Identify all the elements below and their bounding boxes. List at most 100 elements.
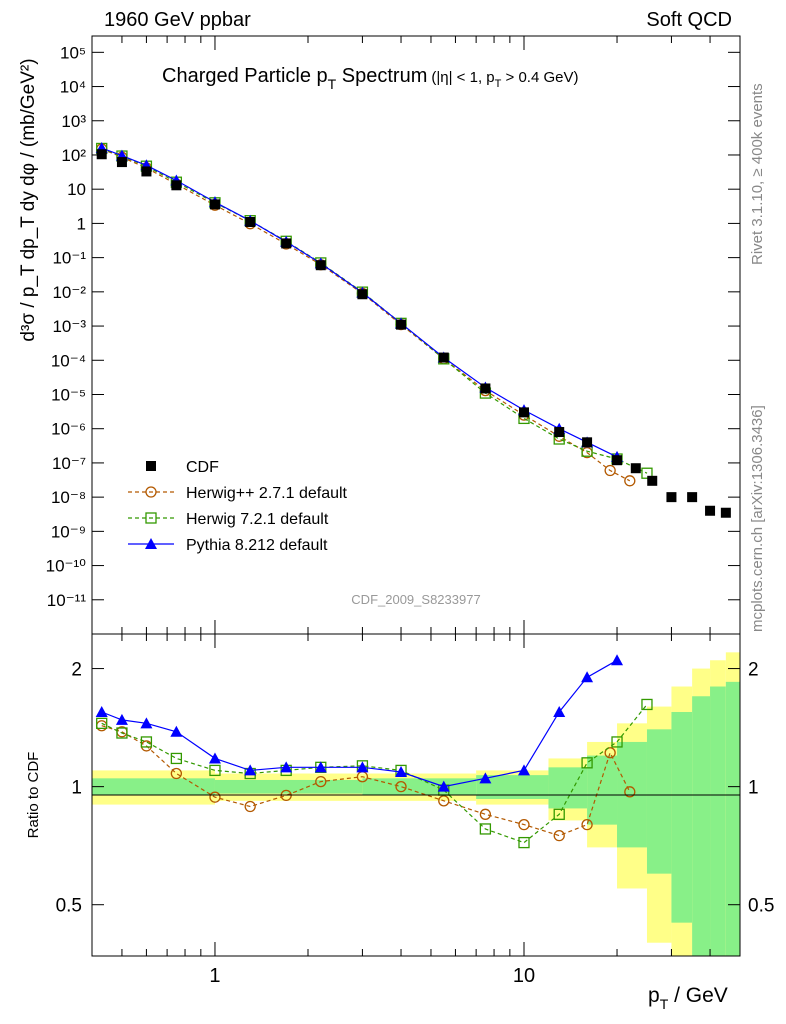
- band-inner: [548, 767, 588, 809]
- cdf-point: [480, 383, 491, 394]
- y-tick-label: 1: [77, 214, 86, 233]
- cdf-point: [705, 505, 716, 516]
- pythia-ratio-point: [581, 671, 594, 683]
- cdf-point: [116, 157, 127, 168]
- pythia-ratio-point: [553, 705, 566, 717]
- legend-label: Herwig 7.2.1 default: [186, 511, 329, 528]
- legend: CDF Herwig++ 2.7.1 default Herwig 7.2.1 de…: [128, 459, 348, 554]
- cdf-point: [315, 260, 326, 271]
- band-inner: [692, 696, 711, 956]
- herwig7-ratio-point: [641, 698, 653, 711]
- ratio-tick-labels: 2 2 1 1 0.5 0.5: [56, 660, 775, 917]
- herwig7-line: [101, 147, 648, 474]
- pythia-ratio-point: [244, 764, 257, 776]
- legend-marker: [146, 461, 156, 471]
- pythia-ratio-point: [95, 705, 108, 717]
- ratio-tick-label: 0.5: [748, 896, 774, 917]
- cdf-point: [612, 455, 623, 466]
- cdf-point: [209, 199, 220, 210]
- ratio-tick-label: 2: [71, 660, 82, 681]
- legend-label: Herwig++ 2.7.1 default: [186, 485, 348, 502]
- y-tick-label: 10²: [61, 146, 86, 165]
- cdf-point: [630, 463, 641, 474]
- cdf-point: [96, 149, 107, 160]
- band-inner: [362, 778, 477, 796]
- pythia-ratio-point: [115, 713, 128, 725]
- header-category: Soft QCD: [646, 9, 732, 31]
- herwig7-ratio-point: [140, 736, 153, 748]
- cdf-point: [582, 437, 593, 448]
- pythia-line: [101, 147, 618, 458]
- header-collision: 1960 GeV ppbar: [104, 9, 251, 31]
- herwigpp-ratio-point: [395, 780, 407, 793]
- y-tick-label: 10⁻¹⁰: [46, 557, 87, 576]
- x-tick-label: 1: [209, 965, 220, 987]
- pythia-ratio-point: [395, 765, 408, 777]
- x-tick-labels: 1 10: [209, 965, 535, 987]
- herwig7-ratio-point: [116, 727, 128, 739]
- legend-marker: [145, 486, 157, 498]
- herwigpp-ratio-point: [624, 786, 636, 798]
- herwig7-ratio-point: [170, 752, 183, 765]
- cdf-point: [141, 166, 152, 177]
- pythia-ratio-point: [280, 761, 293, 773]
- band-inner: [646, 729, 672, 874]
- legend-marker: [145, 512, 157, 524]
- ratio-tick-label: 1: [71, 778, 82, 799]
- y-tick-labels: 10⁵ 10⁴ 10³ 10² 10 1 10⁻¹ 10⁻² 10⁻³ 10⁻⁴ 10⁻⁵ 10⁻⁶ 1…: [46, 43, 87, 609]
- analysis-id: CDF_2009_S8233977: [351, 592, 480, 607]
- y-tick-label: 10: [67, 180, 86, 199]
- pythia-ratio-point: [170, 725, 183, 737]
- pythia-ratio-point: [314, 761, 327, 773]
- cdf-point: [554, 427, 565, 438]
- band-inner: [725, 681, 740, 956]
- herwig7-ratio-line: [101, 704, 648, 844]
- cdf-point: [396, 319, 407, 330]
- ratio-tick-label: 2: [748, 660, 759, 681]
- x-tick-label: 10: [513, 965, 535, 987]
- pythia-ratio-point: [518, 764, 530, 776]
- ratio-tick-label: 0.5: [56, 896, 82, 917]
- cdf-point: [245, 216, 256, 227]
- y-tick-label: 10⁻⁴: [51, 351, 86, 370]
- y-tick-label: 10⁻⁹: [51, 522, 86, 541]
- pythia-ratio-point: [611, 654, 624, 666]
- y-tick-label: 10⁻⁵: [51, 385, 86, 404]
- herwigpp-ratio-point: [553, 829, 565, 842]
- herwigpp-ratio-point: [209, 791, 221, 803]
- herwigpp-point: [604, 464, 616, 477]
- pythia-ratio-point: [479, 772, 492, 784]
- y-tick-label: 10⁻⁸: [51, 488, 86, 507]
- herwig7-ratio-point: [479, 823, 492, 835]
- pythia-ratio-point: [356, 761, 369, 773]
- y-tick-label: 10⁻¹: [52, 249, 86, 268]
- plot-title: Charged Particle pT Spectrum (|η| < 1, pT…: [162, 65, 578, 92]
- herwigpp-ratio-point: [479, 808, 492, 820]
- y-axis-label: d³σ / p_T dp_T dy dφ / (mb/GeV²): [18, 58, 39, 341]
- legend-label: Pythia 8.212 default: [186, 537, 328, 554]
- pythia-ratio-line: [101, 659, 618, 788]
- ratio-series-layer: [95, 654, 653, 849]
- herwig7-ratio-point: [611, 736, 623, 748]
- herwigpp-ratio-point: [518, 818, 530, 831]
- herwigpp-ratio-point: [581, 818, 593, 831]
- cdf-point: [647, 475, 658, 486]
- herwigpp-point: [624, 475, 636, 487]
- y-tick-label: 10⁻³: [52, 317, 86, 336]
- y-tick-label: 10⁻⁶: [51, 420, 86, 439]
- herwig7-ratio-point: [209, 764, 221, 777]
- band-inner: [476, 775, 549, 800]
- x-axis-label: pT / GeV: [648, 984, 728, 1012]
- cdf-point: [687, 492, 698, 503]
- pythia-ratio-point: [208, 752, 221, 764]
- cdf-point: [357, 289, 368, 300]
- cdf-point: [519, 407, 529, 418]
- band-inner: [710, 686, 726, 956]
- band-inner: [92, 778, 215, 796]
- main-series-layer: [95, 141, 731, 518]
- herwigpp-ratio-point: [170, 767, 183, 780]
- pythia-ratio-point: [140, 717, 153, 729]
- herwig7-point: [641, 467, 653, 479]
- herwig7-ratio-point: [553, 808, 565, 820]
